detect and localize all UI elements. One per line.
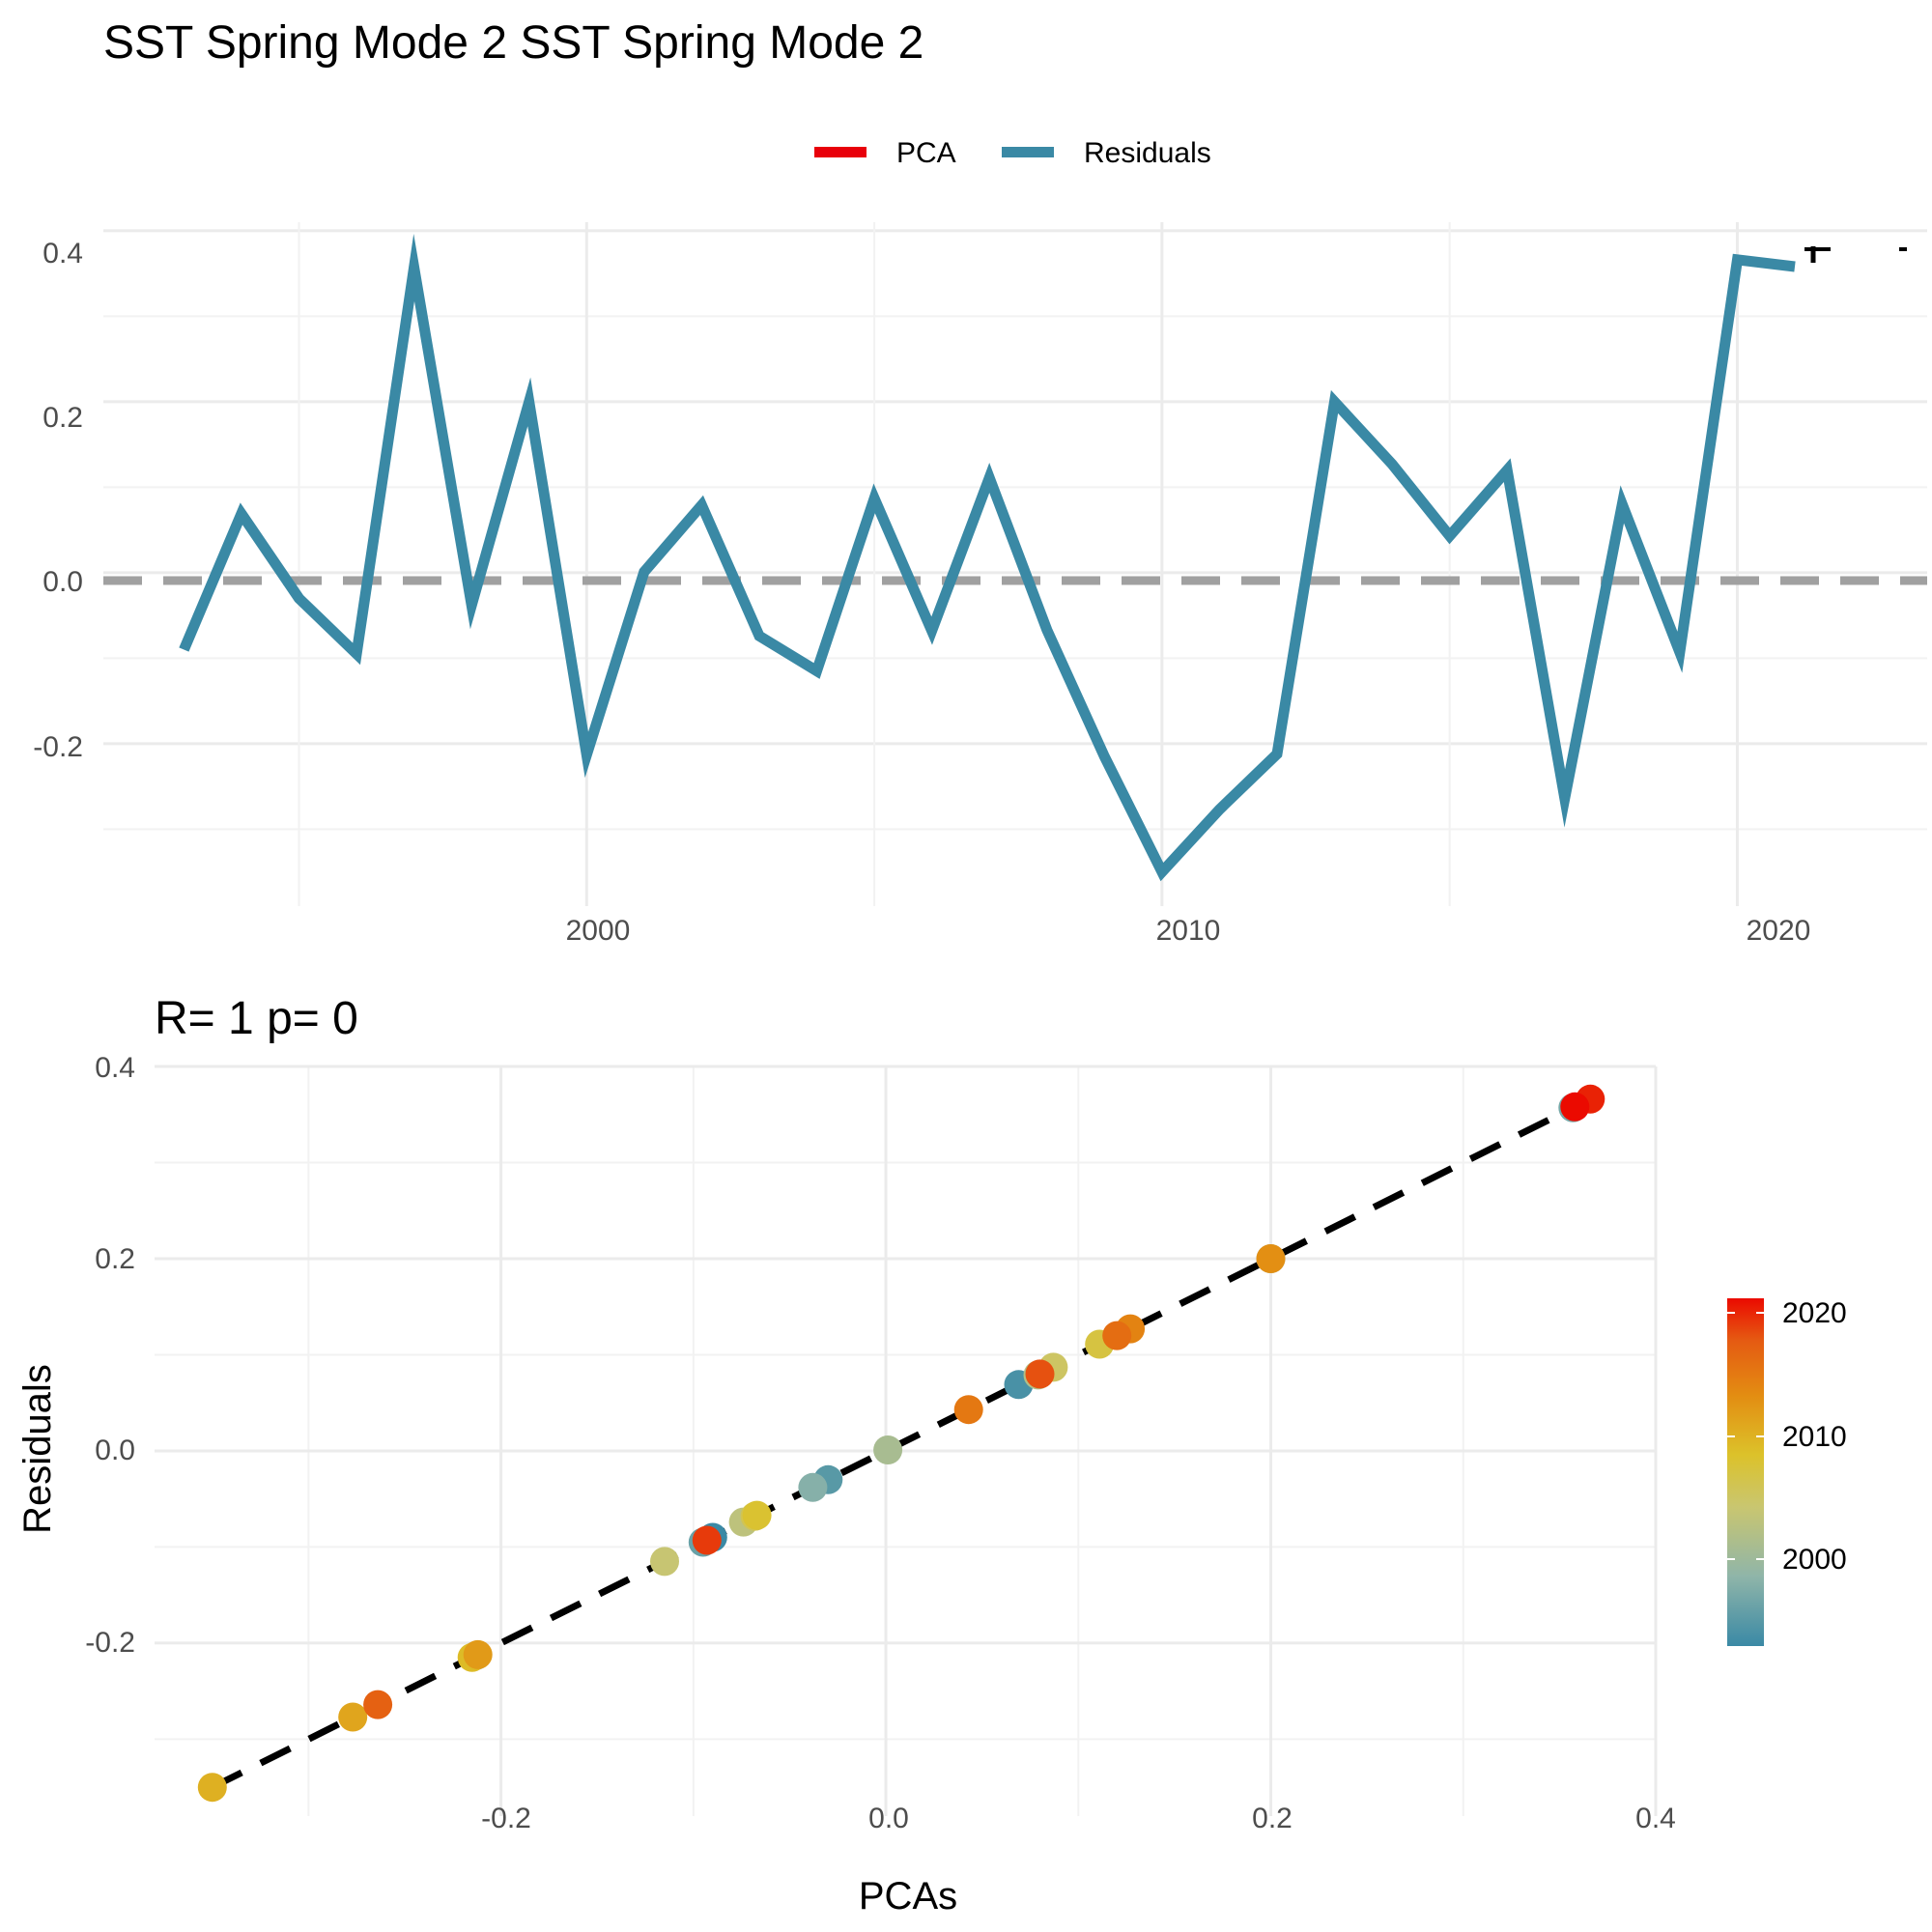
scatter-point (1025, 1359, 1055, 1389)
legend-key-residuals (1002, 147, 1054, 157)
y-tick-label: 0.2 (95, 1243, 135, 1275)
y-tick-label: 0.0 (95, 1435, 135, 1466)
x-tick-label: -0.2 (481, 1803, 531, 1834)
colorbar-label: 2010 (1782, 1421, 1847, 1453)
scatter-points (197, 1084, 1605, 1803)
legend-label-pca: PCA (896, 137, 956, 169)
colorbar (1727, 1298, 1764, 1646)
scatter-point (463, 1639, 493, 1669)
scatter-point (873, 1435, 903, 1464)
scatter-point (1256, 1244, 1286, 1273)
scatter-point (742, 1500, 772, 1530)
x-tick-label: 0.2 (1252, 1803, 1293, 1834)
timeseries-y-tick-labels: -0.2 0.0 0.2 0.4 (33, 238, 83, 763)
timeseries-chart: SST Spring Mode 2 SST Spring Mode 2 PCA … (33, 17, 1927, 947)
x-tick-label: 2010 (1156, 915, 1221, 947)
fit-line (211, 1095, 1592, 1791)
clipped-annotation (1804, 246, 1907, 263)
scatter-point (953, 1395, 983, 1425)
scatter-y-tick-labels: -0.2 0.0 0.2 0.4 (85, 1052, 135, 1659)
colorbar-label: 2000 (1782, 1544, 1847, 1576)
y-tick-label: -0.2 (85, 1627, 135, 1659)
scatter-point (798, 1472, 828, 1502)
scatter-point (1102, 1321, 1132, 1350)
legend-key-pca (814, 147, 867, 157)
legend: PCA Residuals (814, 137, 1211, 169)
scatter-point (338, 1702, 368, 1732)
scatter-point (197, 1773, 227, 1803)
legend-label-residuals: Residuals (1084, 137, 1211, 169)
timeseries-x-tick-labels: 2000 2010 2020 (566, 915, 1811, 947)
scatter-x-tick-labels: -0.2 0.0 0.2 0.4 (481, 1803, 1676, 1834)
scatter-point (363, 1690, 393, 1719)
scatter-point (650, 1547, 679, 1577)
x-tick-label: 2020 (1747, 915, 1811, 947)
scatter-chart: R= 1 p= 0 -0.2 0.0 0.2 0.4 -0.2 0.0 0.2 … (16, 993, 1847, 1918)
x-tick-label: 0.0 (868, 1803, 909, 1834)
scatter-point (692, 1525, 722, 1555)
y-tick-label: -0.2 (33, 731, 83, 763)
scatter-subtitle: R= 1 p= 0 (155, 993, 358, 1044)
y-tick-label: 0.2 (43, 402, 83, 434)
colorbar-label: 2020 (1782, 1297, 1847, 1329)
x-axis-title: PCAs (859, 1875, 957, 1918)
color-scale-legend: 2020 2010 2000 (1727, 1297, 1847, 1646)
residuals-line (179, 234, 1796, 882)
y-tick-label: 0.4 (43, 238, 83, 270)
timeseries-gridlines (103, 222, 1927, 906)
x-tick-label: 2000 (566, 915, 631, 947)
scatter-gridlines (155, 1065, 1658, 1816)
timeseries-title: SST Spring Mode 2 SST Spring Mode 2 (103, 17, 923, 69)
x-tick-label: 0.4 (1635, 1803, 1676, 1834)
scatter-point (1560, 1092, 1590, 1122)
y-axis-title: Residuals (16, 1364, 59, 1534)
residuals-series (179, 234, 1796, 882)
y-tick-label: 0.0 (43, 566, 83, 598)
y-tick-label: 0.4 (95, 1052, 135, 1084)
